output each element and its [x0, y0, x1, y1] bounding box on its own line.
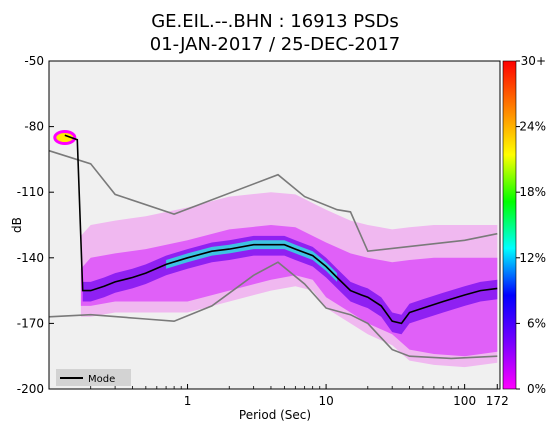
y-axis: -50 -80 -110 -140 -170 -200 — [17, 54, 54, 396]
hf-hotspot — [53, 130, 77, 146]
x-tick-label: 172 — [486, 394, 509, 408]
y-tick-label: -80 — [24, 120, 44, 134]
x-axis: 1 10 100 172 — [90, 384, 509, 408]
colorbar-tick-label: 6% — [527, 316, 546, 330]
colorbar: 30+ 24% 18% 12% 6% 0% — [502, 54, 546, 396]
mode-line — [64, 134, 498, 325]
y-tick-label: -50 — [24, 54, 44, 68]
legend-mode-label: Mode — [88, 374, 115, 385]
plot-frame — [48, 60, 501, 390]
y-axis-label: dB — [10, 217, 24, 233]
x-axis-label: Period (Sec) — [239, 408, 311, 422]
legend: Mode — [56, 369, 131, 386]
chart-title-line1: GE.EIL.--.BHN : 16913 PSDs — [151, 11, 399, 32]
x-tick-label: 10 — [318, 394, 333, 408]
x-tick-label: 1 — [184, 394, 192, 408]
y-tick-label: -170 — [17, 316, 44, 330]
y-tick-label: -200 — [17, 382, 44, 396]
nlnm-line — [48, 261, 498, 360]
chart-title-line2: 01-JAN-2017 / 25-DEC-2017 — [150, 34, 401, 55]
colorbar-tick-label: 24% — [519, 120, 546, 134]
x-tick-label: 100 — [453, 394, 476, 408]
colorbar-tick-label: 0% — [527, 382, 546, 396]
colorbar-tick-label: 30+ — [521, 54, 546, 68]
plot-layers — [48, 130, 498, 368]
nhnm-line — [48, 149, 498, 253]
plot-area — [48, 60, 501, 390]
colorbar-tick-label: 18% — [519, 185, 546, 199]
legend-box — [56, 369, 131, 386]
psd-core-cyan — [166, 240, 338, 282]
y-tick-label: -140 — [17, 251, 44, 265]
y-tick-label: -110 — [17, 185, 44, 199]
colorbar-tick-label: 12% — [519, 251, 546, 265]
colorbar-gradient — [502, 60, 517, 390]
